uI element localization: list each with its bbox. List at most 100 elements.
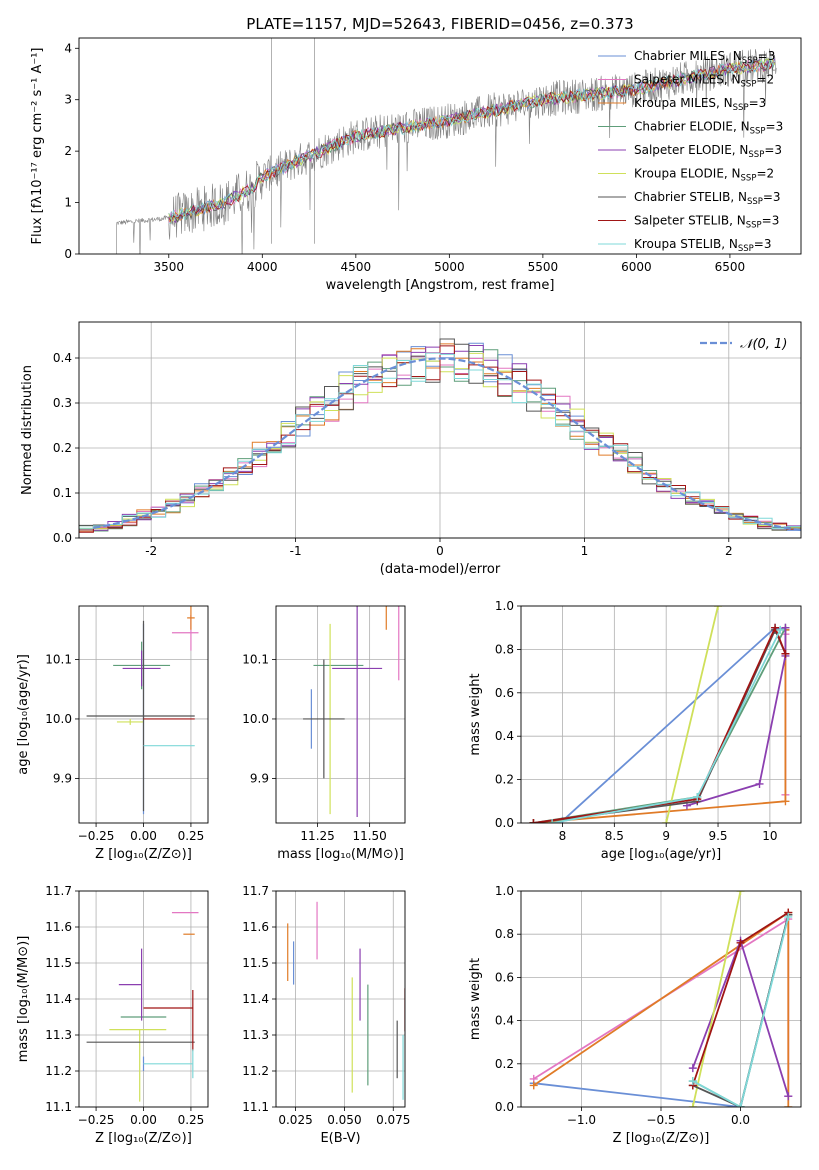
mass-weight-marker	[755, 779, 764, 788]
mass-weight-marker	[771, 623, 780, 632]
x-tick-label: 0.050	[327, 1113, 361, 1127]
x-tick-label: 11.25	[300, 829, 334, 843]
x-tick-label: 10	[762, 829, 777, 843]
mass-weight-marker	[693, 792, 702, 801]
y-tick-label: 0.4	[495, 1014, 514, 1028]
x-tick-label: 1	[581, 544, 589, 558]
y-tick-label: 11.3	[45, 1028, 72, 1042]
mass-vs-Z-axes: −0.25 0.00 0.25 11.1 11.2 11.3 11.4 11.5 11.6 11.…	[16, 884, 208, 1146]
y-tick-label: 11.4	[242, 992, 269, 1006]
age-vs-Z-frame	[78, 605, 209, 824]
figure-title: PLATE=1157, MJD=52643, FIBERID=0456, z=0…	[246, 15, 633, 33]
mass-weight-marker	[781, 649, 790, 658]
residuals-axes: -2 -1 0 1 2 0.0 0.1 0.2 0.3 0.4 (data-model)/error…	[20, 322, 801, 577]
x-tick-label: 0.025	[278, 1113, 312, 1127]
x-tick-label: 0.00	[130, 829, 157, 843]
y-tick-label: 0.3	[53, 396, 72, 410]
mass-weight-marker	[736, 1103, 745, 1107]
x-tick-label: 9	[662, 829, 670, 843]
x-axis-label: mass [log₁₀(M/M⊙)]	[277, 847, 404, 862]
x-tick-label: 4000	[247, 260, 278, 274]
mass-weight-marker	[781, 623, 790, 632]
legend-entry: Kroupa ELODIE, NSSP=2	[634, 167, 774, 184]
spectrum-legend: Chabrier MILES, NSSP=3 Salpeter MILES, NS…	[598, 49, 783, 254]
x-tick-label: 4500	[341, 260, 372, 274]
model-spectrum-line	[168, 61, 775, 222]
x-tick-label: 2	[725, 544, 733, 558]
mass-weight-marker	[736, 891, 745, 895]
y-tick-label: 11.7	[45, 884, 72, 898]
x-axis-label: E(B-V)	[320, 1131, 360, 1146]
mass-weight-vs-Z-frame	[520, 890, 802, 1108]
mass-weight-line	[665, 606, 719, 823]
mass-weight-line	[691, 891, 742, 1107]
mass-weight-marker	[776, 625, 785, 634]
model-spectrum-line	[168, 56, 776, 224]
y-tick-label: 10.0	[242, 712, 269, 726]
x-tick-label: 0.00	[130, 1113, 157, 1127]
y-tick-label: 11.5	[45, 956, 72, 970]
x-tick-label: 9.5	[708, 829, 727, 843]
age-vs-Z-points	[86, 606, 199, 815]
y-tick-label: 1.0	[495, 599, 514, 613]
y-tick-label: 0.4	[53, 351, 72, 365]
mass-weight-marker	[548, 819, 557, 823]
y-tick-label: 1.0	[495, 884, 514, 898]
y-tick-label: 0.4	[495, 729, 514, 743]
y-tick-label: 11.7	[242, 884, 269, 898]
x-tick-label: −0.25	[78, 1113, 115, 1127]
legend-entry: Kroupa MILES, NSSP=3	[634, 96, 766, 113]
residuals-frame	[78, 321, 802, 539]
x-tick-label: 0.0	[731, 1113, 750, 1127]
x-tick-label: 0.075	[376, 1113, 410, 1127]
y-tick-label: 11.4	[45, 992, 72, 1006]
spectrum-frame	[78, 37, 802, 255]
mass-weight-marker	[529, 1081, 538, 1090]
mass-weight-line	[692, 916, 790, 1107]
y-tick-label: 11.2	[45, 1064, 72, 1078]
mass-vs-ebv-frame	[275, 890, 406, 1108]
x-axis-label: (data-model)/error	[380, 562, 501, 577]
age-vs-Z-axes: −0.25 0.00 0.25 9.9 10.0 10.1 Z [log₁₀(Z/Z⊙)] a…	[16, 606, 208, 862]
x-tick-label: 3500	[154, 260, 185, 274]
mass-weight-line	[686, 627, 787, 807]
x-tick-label: 8.5	[605, 829, 624, 843]
x-tick-label: 0.25	[178, 1113, 205, 1127]
y-tick-label: 11.5	[242, 956, 269, 970]
legend-entry: Salpeter ELODIE, NSSP=3	[634, 143, 782, 160]
mass-vs-Z-points	[86, 911, 199, 1102]
y-tick-label: 0.8	[495, 642, 514, 656]
mass-weight-marker	[529, 819, 538, 823]
y-tick-label: 11.2	[242, 1064, 269, 1078]
histogram-steps	[79, 338, 801, 533]
legend-entry: Chabrier MILES, NSSP=3	[634, 49, 775, 66]
y-axis-label: Normed distribution	[20, 365, 35, 495]
legend-entry: Kroupa STELIB, NSSP=3	[634, 237, 772, 254]
x-tick-label: 8	[559, 829, 567, 843]
y-axis-label: mass weight	[468, 673, 483, 755]
mass-weight-vs-Z-series	[529, 891, 793, 1107]
x-tick-label: 5000	[434, 260, 465, 274]
y-tick-label: 0.6	[495, 970, 514, 984]
mass-vs-ebv-points	[287, 901, 405, 1100]
x-axis-label: Z [log₁₀(Z/Z⊙)]	[95, 847, 192, 862]
y-tick-label: 3	[64, 93, 72, 107]
mass-weight-line	[533, 627, 787, 823]
y-tick-label: 0.0	[495, 1100, 514, 1114]
mass-weight-marker	[784, 1092, 793, 1101]
histogram-series	[79, 352, 801, 530]
mass-weight-vs-Z-axes: −1.0 −0.5 0.0 0.0 0.2 0.4 0.6 0.8 1.0 Z [log₁₀(Z/…	[468, 884, 801, 1146]
mass-weight-marker	[784, 1103, 793, 1107]
y-tick-label: 11.3	[242, 1028, 269, 1042]
y-tick-label: 2	[64, 144, 72, 158]
y-tick-label: 0.2	[495, 773, 514, 787]
mass-weight-vs-age-axes: 8 8.5 9 9.5 10 0.0 0.2 0.4 0.6 0.8 1.0 age [log₁₀(a…	[468, 599, 801, 862]
y-axis-label: age [log₁₀(age/yr)]	[16, 654, 31, 775]
x-tick-label: −0.5	[646, 1113, 675, 1127]
x-axis-label: wavelength [Angstrom, rest frame]	[326, 278, 555, 293]
mass-weight-line	[533, 625, 787, 823]
mass-weight-marker	[736, 938, 745, 947]
mass-weight-marker	[784, 912, 793, 921]
gaussian-curve	[93, 357, 801, 532]
